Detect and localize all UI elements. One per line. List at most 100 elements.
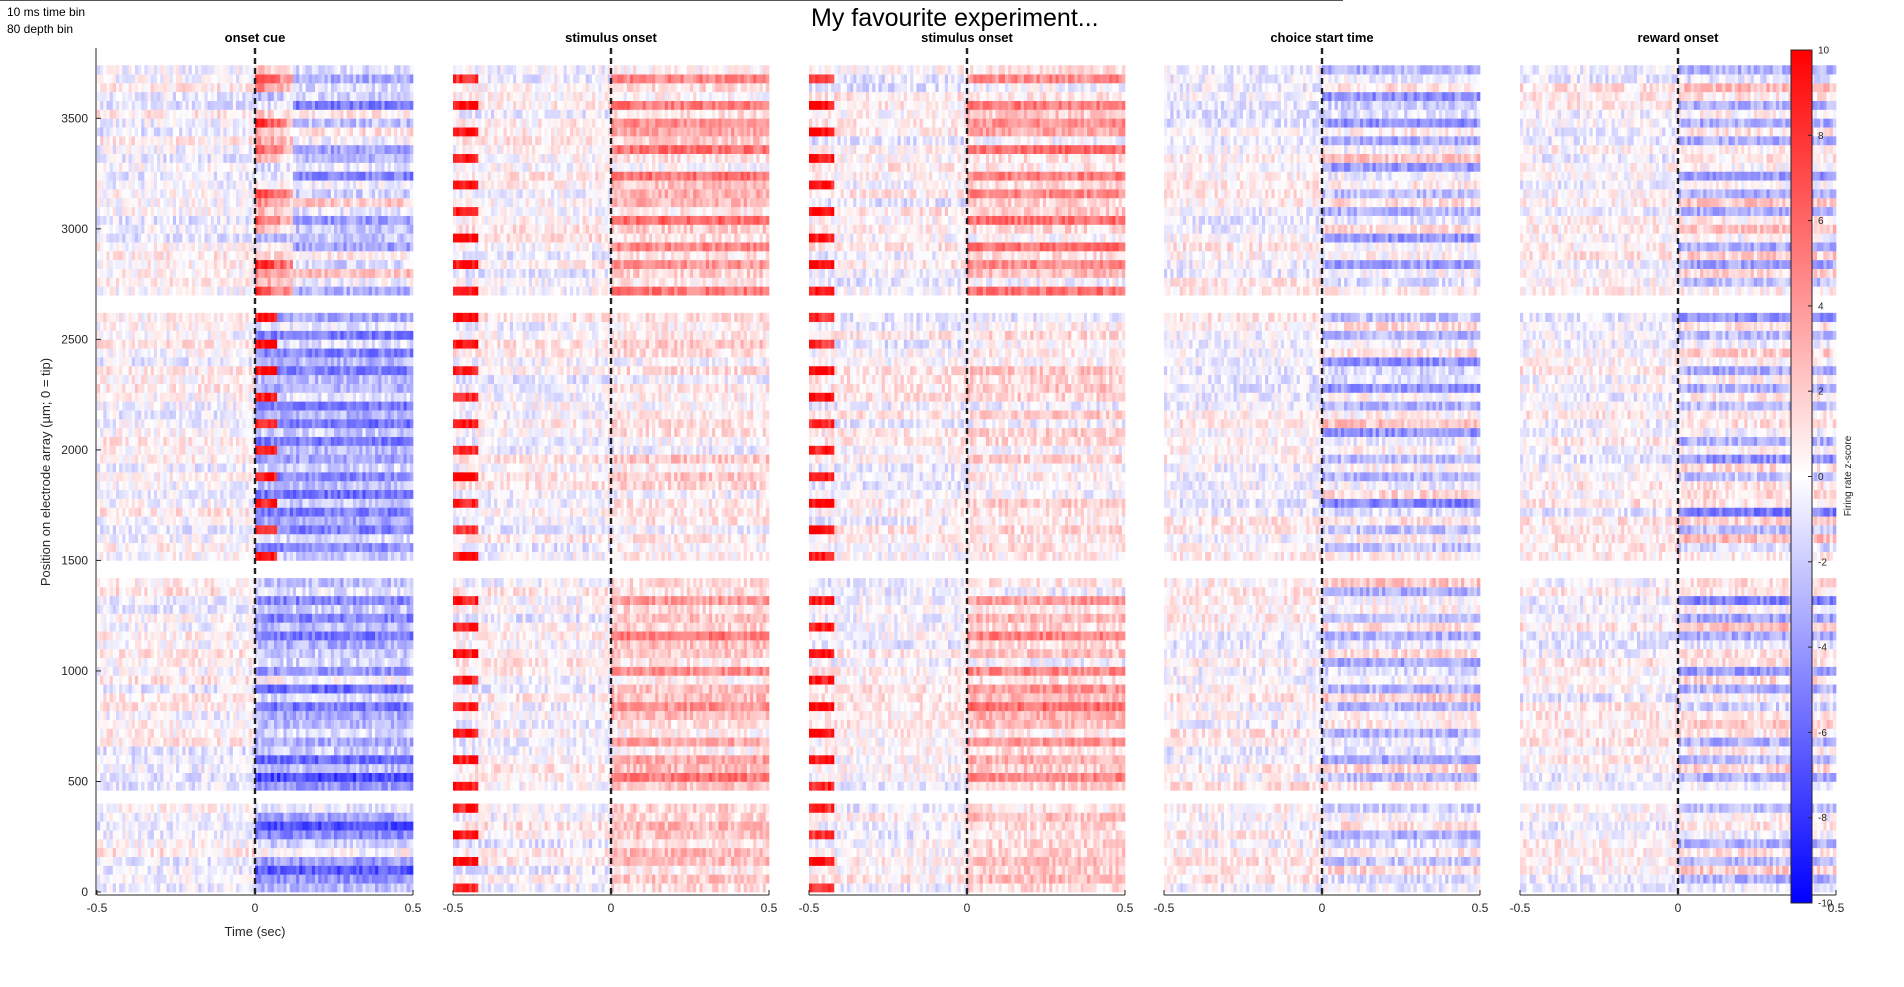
heatmap-cell <box>223 812 227 821</box>
heatmap-cell <box>223 883 227 892</box>
heatmap-cell <box>246 543 250 552</box>
heatmap-cell <box>97 874 101 883</box>
heatmap-cell <box>277 481 281 490</box>
heatmap-cell <box>214 675 218 684</box>
heatmap-cell <box>362 613 366 622</box>
heatmap-cell <box>334 764 338 773</box>
heatmap-cell <box>325 578 329 587</box>
heatmap-cell <box>394 821 398 830</box>
heatmap-cell <box>113 781 117 790</box>
heatmap-cell <box>214 804 218 813</box>
heatmap-cell <box>220 472 224 481</box>
heatmap-cell <box>125 684 129 693</box>
heatmap-cell <box>230 605 234 614</box>
heatmap-cell <box>220 463 224 472</box>
heatmap-cell <box>394 746 398 755</box>
heatmap-cell <box>236 839 240 848</box>
heatmap-cell <box>302 640 306 649</box>
heatmap-cell <box>192 472 196 481</box>
heatmap-cell <box>132 874 136 883</box>
heatmap-cell <box>309 675 313 684</box>
heatmap-cell <box>312 613 316 622</box>
heatmap-cell <box>201 463 205 472</box>
heatmap-cell <box>217 728 221 737</box>
heatmap-cell <box>347 552 351 561</box>
heatmap-cell <box>119 781 123 790</box>
heatmap-cell <box>366 865 370 874</box>
heatmap-cell <box>185 720 189 729</box>
heatmap-cell <box>220 857 224 866</box>
heatmap-cell <box>138 613 142 622</box>
heatmap-cell <box>350 499 354 508</box>
heatmap-cell <box>138 675 142 684</box>
heatmap-cell <box>195 640 199 649</box>
heatmap-cell <box>264 463 268 472</box>
heatmap-cell <box>195 883 199 892</box>
heatmap-cell <box>122 605 126 614</box>
heatmap-cell <box>148 711 152 720</box>
heatmap-cell <box>287 481 291 490</box>
heatmap-cell <box>217 781 221 790</box>
heatmap-cell <box>271 613 275 622</box>
heatmap-cell <box>138 667 142 676</box>
heatmap-cell <box>223 746 227 755</box>
heatmap-cell <box>296 830 300 839</box>
heatmap-cell <box>369 675 373 684</box>
heatmap-cell <box>116 865 120 874</box>
heatmap-cell <box>195 534 199 543</box>
heatmap-cell <box>394 728 398 737</box>
heatmap-cell <box>144 821 148 830</box>
heatmap-cell <box>271 728 275 737</box>
heatmap-cell <box>176 684 180 693</box>
heatmap-cell <box>369 830 373 839</box>
heatmap-cell <box>280 631 284 640</box>
heatmap-cell <box>400 764 404 773</box>
heatmap-cell <box>151 516 155 525</box>
heatmap-cell <box>132 587 136 596</box>
heatmap-cell <box>378 737 382 746</box>
heatmap-cell <box>129 848 133 857</box>
heatmap-cell <box>239 812 243 821</box>
heatmap-cell <box>400 490 404 499</box>
heatmap-cell <box>274 578 278 587</box>
heatmap-cell <box>400 613 404 622</box>
heatmap-cell <box>299 481 303 490</box>
heatmap-cell <box>129 543 133 552</box>
heatmap-cell <box>397 481 401 490</box>
heatmap-cell <box>391 525 395 534</box>
heatmap-cell <box>214 693 218 702</box>
heatmap-cell <box>283 499 287 508</box>
heatmap-cell <box>258 755 262 764</box>
heatmap-cell <box>315 830 319 839</box>
heatmap-cell <box>214 764 218 773</box>
heatmap-cell <box>192 578 196 587</box>
heatmap-cell <box>113 821 117 830</box>
heatmap-cell <box>340 684 344 693</box>
heatmap-cell <box>176 675 180 684</box>
heatmap-cell <box>154 781 158 790</box>
heatmap-cell <box>148 667 152 676</box>
heatmap-cell <box>388 587 392 596</box>
heatmap-cell <box>119 490 123 499</box>
heatmap-cell <box>296 737 300 746</box>
heatmap-cell <box>287 702 291 711</box>
heatmap-cell <box>290 746 294 755</box>
heatmap-cell <box>381 525 385 534</box>
heatmap-cell <box>185 499 189 508</box>
heatmap-cell <box>261 781 265 790</box>
heatmap-cell <box>122 693 126 702</box>
heatmap-cell <box>350 578 354 587</box>
heatmap-cell <box>378 525 382 534</box>
heatmap-cell <box>198 605 202 614</box>
heatmap-cell <box>214 454 218 463</box>
heatmap-cell <box>132 720 136 729</box>
heatmap-cell <box>208 481 212 490</box>
heatmap-cell <box>217 848 221 857</box>
heatmap-cell <box>321 874 325 883</box>
heatmap-cell <box>404 613 408 622</box>
heatmap-cell <box>103 525 107 534</box>
heatmap-cell <box>163 596 167 605</box>
heatmap-cell <box>337 781 341 790</box>
heatmap-cell <box>163 631 167 640</box>
